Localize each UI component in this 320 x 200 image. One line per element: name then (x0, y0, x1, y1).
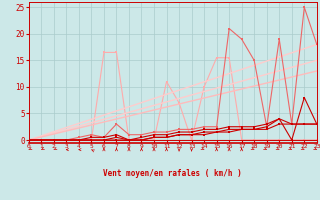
X-axis label: Vent moyen/en rafales ( km/h ): Vent moyen/en rafales ( km/h ) (103, 169, 242, 178)
